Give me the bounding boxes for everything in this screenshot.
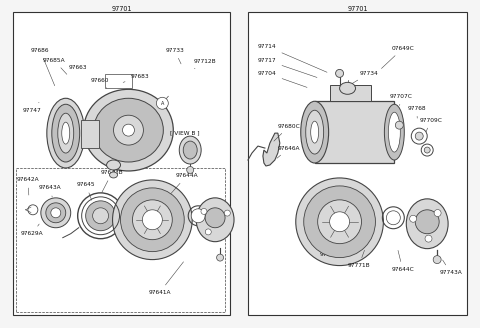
Circle shape	[41, 198, 71, 228]
Text: 97734: 97734	[350, 71, 378, 85]
Ellipse shape	[384, 104, 404, 160]
Circle shape	[46, 203, 66, 223]
Text: 97660: 97660	[91, 78, 109, 88]
Ellipse shape	[107, 160, 120, 170]
Ellipse shape	[94, 98, 163, 162]
Bar	[13, 12, 230, 315]
Circle shape	[396, 121, 403, 129]
Ellipse shape	[179, 136, 201, 164]
Ellipse shape	[306, 110, 324, 154]
Circle shape	[28, 205, 38, 215]
Ellipse shape	[311, 121, 319, 143]
Text: 97701: 97701	[111, 6, 132, 12]
Text: 97714: 97714	[258, 44, 327, 72]
Text: 97768: 97768	[408, 106, 426, 118]
Circle shape	[156, 97, 168, 109]
Text: [ VIEW B ]: [ VIEW B ]	[170, 130, 200, 135]
Circle shape	[386, 211, 400, 225]
Ellipse shape	[84, 89, 173, 171]
Circle shape	[191, 209, 205, 223]
Bar	[81, 120, 98, 148]
Text: 97643E: 97643E	[320, 242, 342, 257]
Text: 97644C: 97644C	[391, 250, 414, 272]
Ellipse shape	[114, 115, 144, 145]
Text: 97680C: 97680C	[274, 124, 300, 141]
Text: 97644A: 97644A	[167, 174, 198, 198]
Text: 97641A: 97641A	[148, 262, 183, 295]
Circle shape	[434, 210, 441, 216]
Circle shape	[216, 254, 224, 261]
Text: 97743A: 97743A	[439, 260, 462, 275]
Polygon shape	[263, 133, 280, 166]
Circle shape	[132, 200, 172, 240]
Ellipse shape	[122, 124, 134, 136]
Text: 97643B: 97643B	[101, 171, 123, 193]
Circle shape	[415, 210, 439, 234]
Ellipse shape	[301, 101, 329, 163]
Circle shape	[411, 128, 427, 144]
Ellipse shape	[196, 198, 234, 242]
Bar	[330, 85, 372, 101]
Circle shape	[424, 147, 430, 153]
Text: 97663: 97663	[69, 65, 87, 70]
Ellipse shape	[52, 104, 80, 162]
Text: 97629A: 97629A	[21, 224, 44, 236]
Text: 97704: 97704	[258, 71, 307, 87]
Ellipse shape	[62, 122, 70, 144]
Ellipse shape	[183, 141, 197, 159]
Ellipse shape	[388, 112, 400, 152]
Text: 97709C: 97709C	[419, 118, 442, 132]
Circle shape	[187, 167, 194, 174]
Bar	[315, 101, 395, 163]
Text: 97683: 97683	[123, 74, 149, 82]
Circle shape	[205, 229, 211, 235]
Text: 97642A: 97642A	[17, 177, 39, 195]
Text: 97701: 97701	[347, 6, 368, 12]
Text: 97686: 97686	[31, 48, 55, 86]
Circle shape	[112, 180, 192, 259]
Circle shape	[51, 208, 61, 218]
Ellipse shape	[58, 113, 74, 153]
Circle shape	[409, 215, 417, 222]
Ellipse shape	[47, 98, 84, 168]
Circle shape	[433, 256, 441, 264]
Circle shape	[205, 208, 225, 228]
Circle shape	[421, 144, 433, 156]
Text: 97643A: 97643A	[39, 185, 61, 197]
Circle shape	[201, 208, 207, 215]
Ellipse shape	[85, 201, 116, 231]
Text: 97771B: 97771B	[348, 250, 370, 268]
Circle shape	[120, 188, 184, 252]
Text: 97733: 97733	[165, 48, 184, 64]
Circle shape	[318, 200, 361, 244]
Circle shape	[304, 186, 375, 257]
Text: 97712B: 97712B	[193, 59, 216, 69]
Circle shape	[143, 210, 162, 230]
Ellipse shape	[93, 208, 108, 224]
Circle shape	[330, 212, 349, 232]
Bar	[105, 74, 132, 88]
Bar	[16, 168, 225, 312]
Ellipse shape	[339, 82, 356, 94]
Text: 97717: 97717	[258, 58, 317, 77]
Text: 97685A: 97685A	[43, 58, 67, 74]
Ellipse shape	[406, 199, 448, 249]
Text: 97747: 97747	[23, 102, 42, 113]
Text: 07649C: 07649C	[382, 46, 414, 69]
Text: 97707C: 97707C	[389, 94, 412, 106]
Text: 97645: 97645	[77, 182, 96, 200]
Ellipse shape	[109, 172, 118, 178]
Text: 97646A: 97646A	[277, 146, 300, 158]
Circle shape	[425, 235, 432, 242]
Text: A: A	[161, 101, 164, 106]
Circle shape	[296, 178, 384, 266]
Circle shape	[415, 132, 423, 140]
Circle shape	[336, 70, 344, 77]
Circle shape	[224, 210, 230, 216]
Bar	[248, 12, 467, 315]
